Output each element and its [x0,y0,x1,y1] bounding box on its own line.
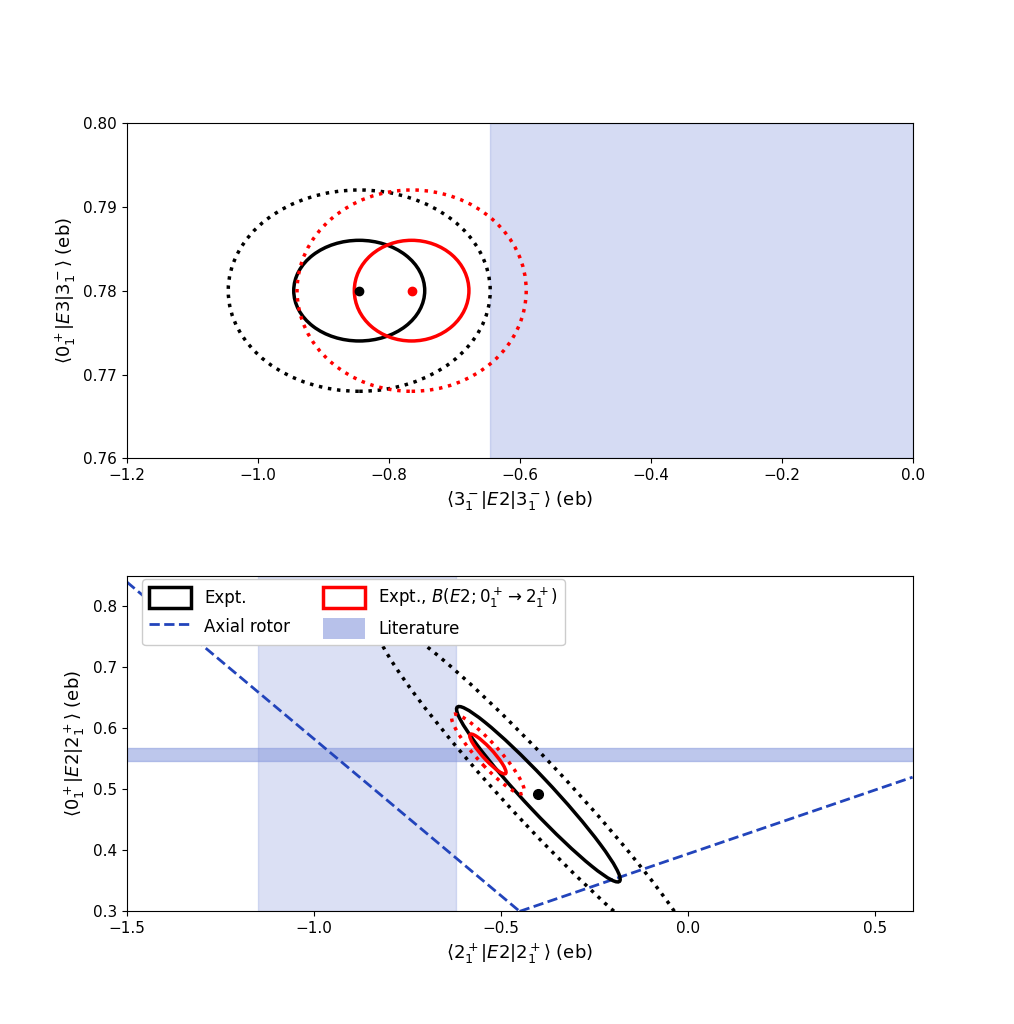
X-axis label: $\langle 2_1^+ |E2| 2_1^+ \rangle$ (eb): $\langle 2_1^+ |E2| 2_1^+ \rangle$ (eb) [446,942,593,966]
Bar [258,575,456,911]
Bar [127,749,913,761]
X-axis label: $\langle 3_1^- |E2| 3_1^- \rangle$ (eb): $\langle 3_1^- |E2| 3_1^- \rangle$ (eb) [446,488,593,512]
Bar [490,123,913,459]
Y-axis label: $\langle 0_1^+ |E2| 2_1^+ \rangle$ (eb): $\langle 0_1^+ |E2| 2_1^+ \rangle$ (eb) [63,670,87,817]
Y-axis label: $\langle 0_1^+ |E3| 3_1^- \rangle$ (eb): $\langle 0_1^+ |E3| 3_1^- \rangle$ (eb) [54,217,78,365]
Legend: Expt., Axial rotor, Expt., $B(E2; 0_1^+ \rightarrow 2_1^+)$, Literature: Expt., Axial rotor, Expt., $B(E2; 0_1^+ … [142,580,565,645]
